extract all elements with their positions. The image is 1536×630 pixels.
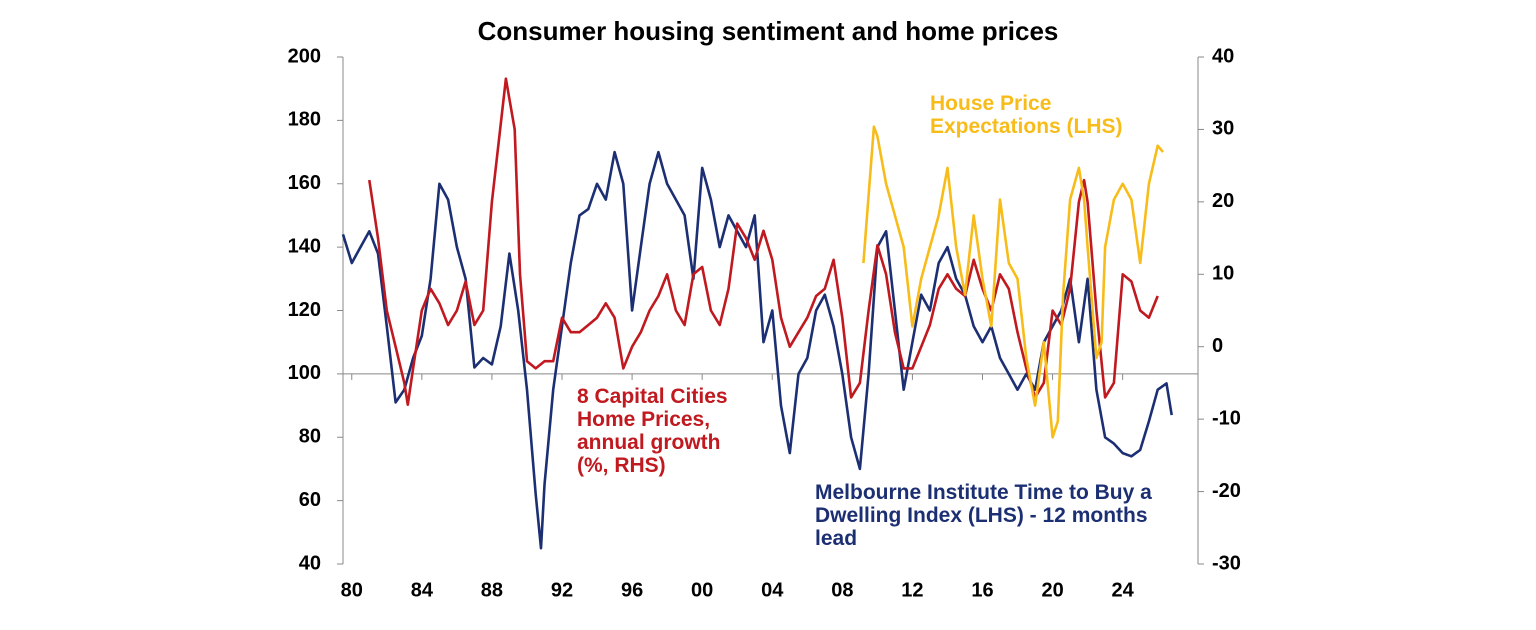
- y2-tick-label: -10: [1212, 407, 1241, 429]
- y-tick-label: 160: [288, 172, 321, 194]
- series-label: 8 Capital Cities Home Prices, annual gro…: [577, 385, 728, 477]
- x-tick-label: 92: [551, 579, 573, 601]
- y2-tick-label: 30: [1212, 118, 1234, 140]
- series-label: Melbourne Institute Time to Buy a Dwelli…: [815, 481, 1152, 550]
- series-line: [341, 150, 1173, 550]
- y2-tick-label: 40: [1212, 45, 1234, 67]
- y2-tick-label: 20: [1212, 190, 1234, 212]
- x-tick-label: 80: [341, 579, 363, 601]
- y-tick-label: 180: [288, 109, 321, 131]
- x-tick-label: 24: [1112, 579, 1135, 601]
- series-line: [862, 125, 1165, 439]
- y-tick-label: 80: [299, 426, 321, 448]
- x-tick-label: 16: [971, 579, 993, 601]
- x-tick-label: 88: [481, 579, 503, 601]
- y2-tick-label: 0: [1212, 335, 1223, 357]
- x-tick-label: 12: [901, 579, 923, 601]
- series-label: House Price Expectations (LHS): [930, 92, 1123, 138]
- y-tick-label: 100: [288, 362, 321, 384]
- chart-title: Consumer housing sentiment and home pric…: [478, 16, 1059, 46]
- y2-tick-label: 10: [1212, 263, 1234, 285]
- y-tick-label: 60: [299, 489, 321, 511]
- x-tick-label: 20: [1041, 579, 1063, 601]
- x-tick-label: 08: [831, 579, 853, 601]
- x-tick-label: 84: [411, 579, 434, 601]
- y-tick-label: 40: [299, 552, 321, 574]
- y-tick-label: 140: [288, 235, 321, 257]
- y2-tick-label: -30: [1212, 552, 1241, 574]
- y-tick-label: 120: [288, 299, 321, 321]
- x-tick-label: 96: [621, 579, 643, 601]
- y2-tick-label: -20: [1212, 480, 1241, 502]
- y-tick-label: 200: [288, 45, 321, 67]
- x-tick-label: 00: [691, 579, 713, 601]
- x-tick-label: 04: [761, 579, 784, 601]
